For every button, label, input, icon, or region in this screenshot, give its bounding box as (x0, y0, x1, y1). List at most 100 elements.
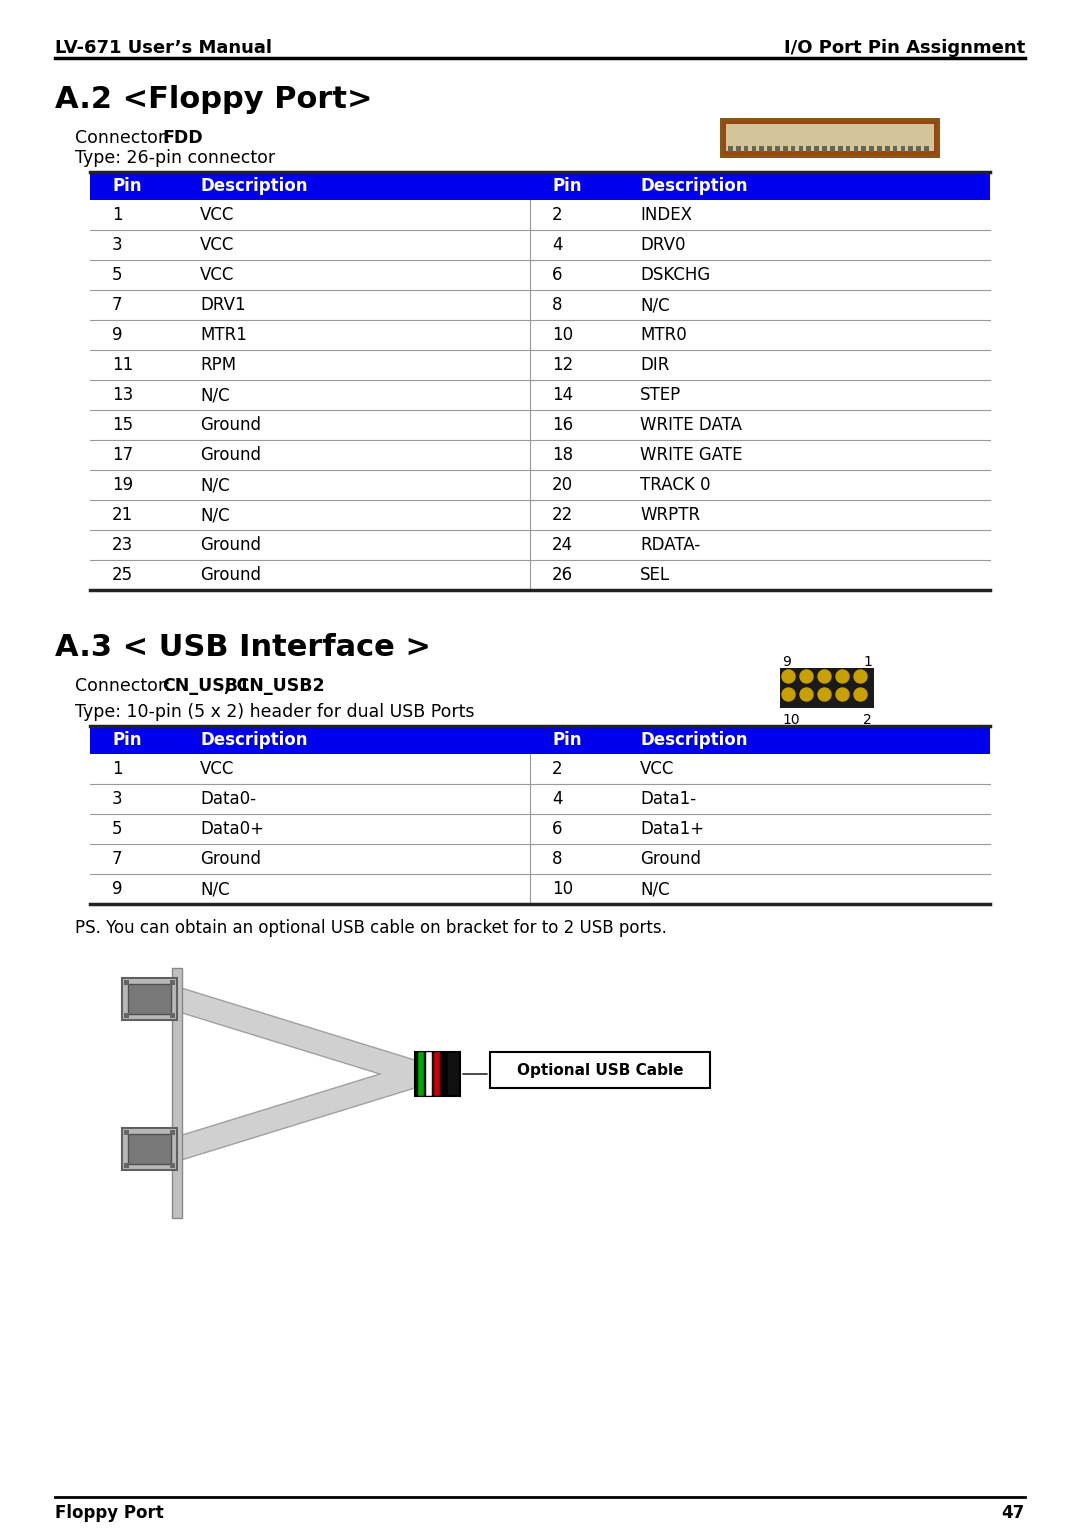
Text: 4: 4 (552, 235, 563, 254)
Text: CN_USB1: CN_USB1 (162, 677, 251, 696)
Bar (124, 1014, 129, 1018)
Text: Connector:: Connector: (75, 128, 176, 147)
Text: 22: 22 (552, 506, 573, 524)
Text: 9: 9 (112, 326, 122, 344)
Bar (90, 813, 990, 844)
Text: N/C: N/C (200, 476, 230, 494)
Text: Description: Description (200, 177, 308, 196)
Bar (885, 145, 890, 151)
Text: N/C: N/C (640, 297, 670, 313)
Text: Type: 26-pin connector: Type: 26-pin connector (75, 148, 275, 167)
Text: MTR1: MTR1 (200, 326, 247, 344)
Bar (90, 260, 990, 291)
Text: A.3 < USB Interface >: A.3 < USB Interface > (55, 633, 431, 662)
Bar (170, 1130, 175, 1135)
Text: 24: 24 (552, 537, 573, 553)
Bar (90, 410, 990, 440)
Text: VCC: VCC (640, 760, 674, 778)
Bar (90, 844, 990, 875)
Bar (90, 754, 990, 784)
Bar (90, 350, 990, 381)
Bar (924, 145, 929, 151)
Text: 7: 7 (112, 850, 122, 868)
Text: 2: 2 (863, 713, 872, 726)
Bar (490, 1052, 710, 1089)
Bar (775, 145, 780, 151)
Text: 2: 2 (552, 206, 563, 225)
Text: Ground: Ground (640, 850, 701, 868)
Text: Ground: Ground (200, 416, 261, 434)
Text: Pin: Pin (552, 177, 581, 196)
Bar (798, 145, 804, 151)
Circle shape (854, 670, 867, 683)
Text: 3: 3 (112, 235, 123, 254)
Bar (846, 145, 850, 151)
Text: VCC: VCC (200, 760, 234, 778)
Text: 12: 12 (552, 356, 573, 375)
Text: I/O Port Pin Assignment: I/O Port Pin Assignment (784, 40, 1025, 57)
Bar (893, 145, 897, 151)
Bar (90, 875, 990, 904)
Text: A.2 <Floppy Port>: A.2 <Floppy Port> (55, 86, 373, 115)
Bar (90, 200, 990, 229)
Text: DRV0: DRV0 (640, 235, 686, 254)
Text: 23: 23 (112, 537, 133, 553)
Bar (791, 145, 796, 151)
Bar (908, 145, 914, 151)
Text: 47: 47 (1002, 1505, 1025, 1521)
Text: Description: Description (200, 731, 308, 749)
Circle shape (800, 670, 813, 683)
Bar (807, 145, 811, 151)
Text: 6: 6 (552, 820, 563, 838)
Text: N/C: N/C (200, 385, 230, 404)
Text: 25: 25 (112, 566, 133, 584)
Text: 9: 9 (112, 881, 122, 898)
Text: 7: 7 (112, 297, 122, 313)
Bar (728, 145, 732, 151)
Bar (90, 531, 990, 560)
Text: 14: 14 (552, 385, 573, 404)
Bar (415, 1052, 460, 1096)
Bar (726, 124, 934, 151)
Text: 4: 4 (552, 790, 563, 807)
Bar (752, 145, 756, 151)
Text: Description: Description (640, 177, 747, 196)
Text: Data1+: Data1+ (640, 820, 704, 838)
Bar (90, 560, 990, 590)
Text: 13: 13 (112, 385, 133, 404)
Text: VCC: VCC (200, 206, 234, 225)
Bar (901, 145, 905, 151)
Bar (124, 1130, 129, 1135)
Bar (90, 784, 990, 813)
Bar (862, 145, 866, 151)
Text: N/C: N/C (640, 881, 670, 898)
Text: TRACK 0: TRACK 0 (640, 476, 711, 494)
Bar (822, 145, 827, 151)
Text: DIR: DIR (640, 356, 670, 375)
Text: 3: 3 (112, 790, 123, 807)
Text: Ground: Ground (200, 537, 261, 553)
Bar (723, 121, 937, 154)
Text: Pin: Pin (112, 731, 141, 749)
Text: 19: 19 (112, 476, 133, 494)
Text: SEL: SEL (640, 566, 670, 584)
Text: 1: 1 (863, 654, 872, 670)
Bar (129, 1135, 171, 1164)
Text: 15: 15 (112, 416, 133, 434)
Bar (780, 668, 874, 708)
Text: N/C: N/C (200, 881, 230, 898)
Text: PS. You can obtain an optional USB cable on bracket for to 2 USB ports.: PS. You can obtain an optional USB cable… (75, 919, 666, 937)
Text: , CN_USB2: , CN_USB2 (224, 677, 325, 696)
Circle shape (836, 670, 849, 683)
Bar (90, 726, 990, 754)
Text: MTR0: MTR0 (640, 326, 687, 344)
Text: DSKCHG: DSKCHG (640, 266, 711, 284)
Text: Data0+: Data0+ (200, 820, 264, 838)
Bar (90, 440, 990, 469)
Text: 16: 16 (552, 416, 573, 434)
Text: 10: 10 (552, 326, 573, 344)
Circle shape (782, 688, 795, 700)
Bar (170, 1014, 175, 1018)
Text: 1: 1 (112, 760, 123, 778)
Circle shape (836, 688, 849, 700)
